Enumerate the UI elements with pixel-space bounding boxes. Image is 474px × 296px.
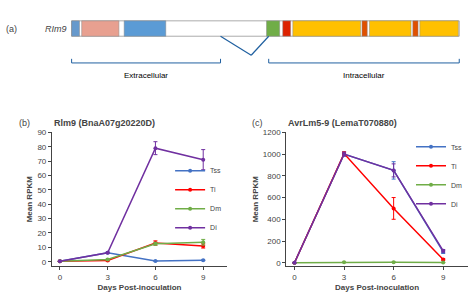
svg-text:Ti: Ti [210, 186, 216, 193]
svg-text:800: 800 [267, 172, 281, 181]
svg-text:600: 600 [267, 193, 281, 202]
svg-text:6: 6 [391, 273, 396, 282]
svg-text:Tss: Tss [451, 144, 462, 151]
svg-text:Di: Di [451, 201, 458, 208]
svg-text:(c): (c) [252, 118, 263, 128]
svg-text:(a): (a) [6, 24, 17, 34]
svg-text:30: 30 [37, 214, 46, 223]
svg-text:Di: Di [210, 224, 217, 231]
svg-text:Tss: Tss [210, 167, 221, 174]
svg-text:3: 3 [342, 273, 347, 282]
svg-text:Mean RPKM: Mean RPKM [25, 176, 34, 223]
svg-text:1200: 1200 [263, 128, 281, 137]
svg-text:Days Post-inoculation: Days Post-inoculation [335, 283, 419, 292]
svg-text:50: 50 [37, 186, 46, 195]
svg-text:Ti: Ti [451, 163, 457, 170]
svg-text:6: 6 [153, 273, 158, 282]
svg-text:Days Post-inoculation: Days Post-inoculation [97, 283, 181, 292]
svg-text:0: 0 [58, 273, 63, 282]
svg-text:90: 90 [37, 128, 46, 137]
svg-text:200: 200 [267, 237, 281, 246]
svg-text:(b): (b) [19, 118, 30, 128]
svg-text:Extracellular: Extracellular [124, 71, 168, 80]
svg-text:20: 20 [37, 229, 46, 238]
svg-text:0: 0 [42, 257, 47, 266]
svg-text:Dm: Dm [210, 205, 221, 212]
svg-text:Dm: Dm [451, 182, 462, 189]
svg-text:AvrLm5-9 (LemaT070880): AvrLm5-9 (LemaT070880) [288, 118, 397, 128]
svg-text:40: 40 [37, 200, 46, 209]
svg-text:0: 0 [292, 273, 297, 282]
svg-text:3: 3 [105, 273, 110, 282]
svg-text:9: 9 [201, 273, 206, 282]
svg-text:9: 9 [441, 273, 446, 282]
svg-text:0: 0 [276, 259, 281, 268]
svg-text:Rlm9 (BnaA07g20220D): Rlm9 (BnaA07g20220D) [54, 118, 155, 128]
svg-text:60: 60 [37, 171, 46, 180]
svg-text:RIm9: RIm9 [45, 24, 67, 34]
svg-text:80: 80 [37, 143, 46, 152]
svg-text:1000: 1000 [263, 150, 281, 159]
svg-text:Intracellular: Intracellular [343, 71, 385, 80]
svg-text:10: 10 [37, 243, 46, 252]
svg-text:Mean RPKM: Mean RPKM [251, 176, 260, 223]
svg-text:400: 400 [267, 215, 281, 224]
svg-text:70: 70 [37, 157, 46, 166]
